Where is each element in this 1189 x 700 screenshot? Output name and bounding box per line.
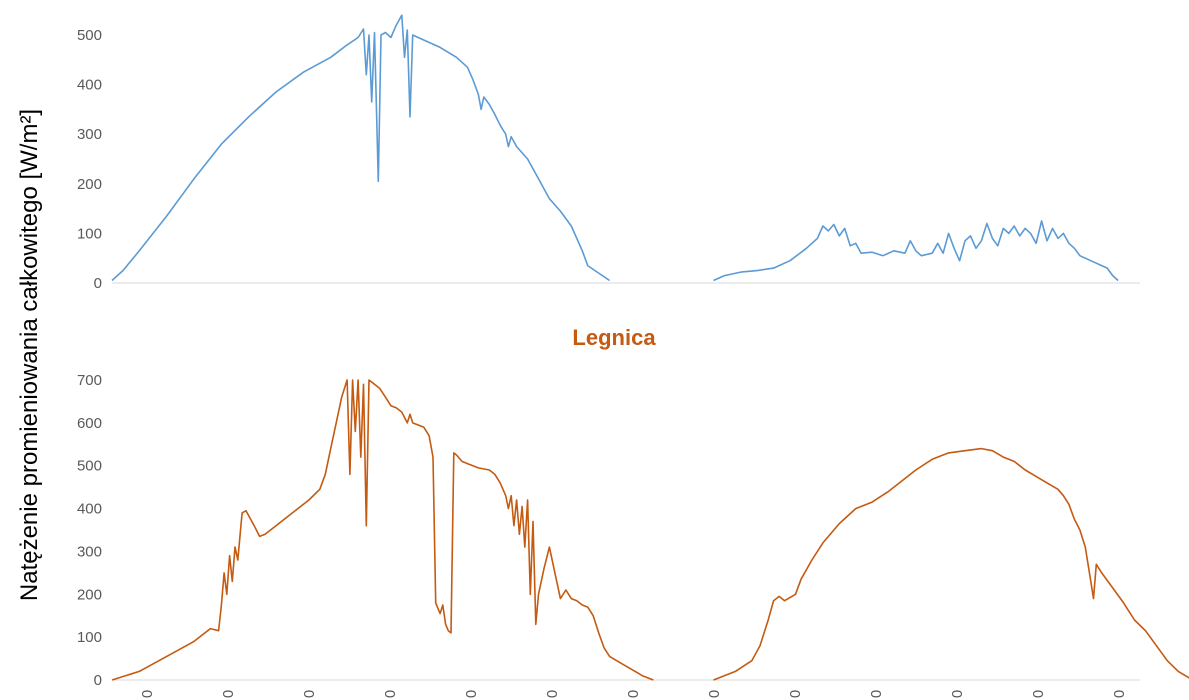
top-y-tick-label: 200 [77, 176, 102, 193]
top-y-tick-label: 0 [94, 275, 102, 292]
bottom-series-line-2 [713, 447, 1189, 681]
x-tick-label: 0 [382, 690, 399, 698]
x-tick-label: 0 [139, 690, 156, 698]
top-y-tick-label: 300 [77, 126, 102, 143]
x-tick-label: 0 [220, 690, 237, 698]
bottom-y-tick-label: 100 [77, 629, 102, 646]
bottom-series-line-1 [111, 379, 654, 681]
bottom-y-tick-label: 300 [77, 543, 102, 560]
x-tick-label: 0 [544, 690, 561, 698]
bottom-y-tick-label: 400 [77, 501, 102, 518]
bottom-y-tick-label: 500 [77, 458, 102, 475]
x-tick-label: 0 [949, 690, 966, 698]
x-tick-label: 0 [868, 690, 885, 698]
x-tick-label: 0 [706, 690, 723, 698]
bottom-y-tick-label: 700 [77, 372, 102, 389]
x-tick-label: 0 [463, 690, 480, 698]
top-y-tick-label: 500 [77, 27, 102, 44]
y-axis-label: Natężenie promieniowania całkowitego [W/… [16, 109, 43, 601]
top-chart: 0 100 200 300 400 500 [77, 14, 1140, 292]
top-series-line-2 [713, 220, 1119, 282]
bottom-chart: 0 100 200 300 400 500 600 700 0 0 0 0 0 0 0 0 0 0 0 0 0 [77, 372, 1189, 698]
top-y-tick-label: 100 [77, 225, 102, 242]
top-series-line-1 [111, 14, 611, 282]
top-y-tick-label: 400 [77, 77, 102, 94]
x-tick-label: 0 [301, 690, 318, 698]
bottom-y-tick-label: 200 [77, 586, 102, 603]
x-tick-label: 0 [787, 690, 804, 698]
x-tick-label: 0 [1111, 690, 1128, 698]
x-tick-label: 0 [625, 690, 642, 698]
chart-title-legnica: Legnica [572, 325, 656, 350]
x-tick-label: 0 [1030, 690, 1047, 698]
bottom-y-tick-label: 600 [77, 415, 102, 432]
bottom-y-tick-label: 0 [94, 672, 102, 689]
